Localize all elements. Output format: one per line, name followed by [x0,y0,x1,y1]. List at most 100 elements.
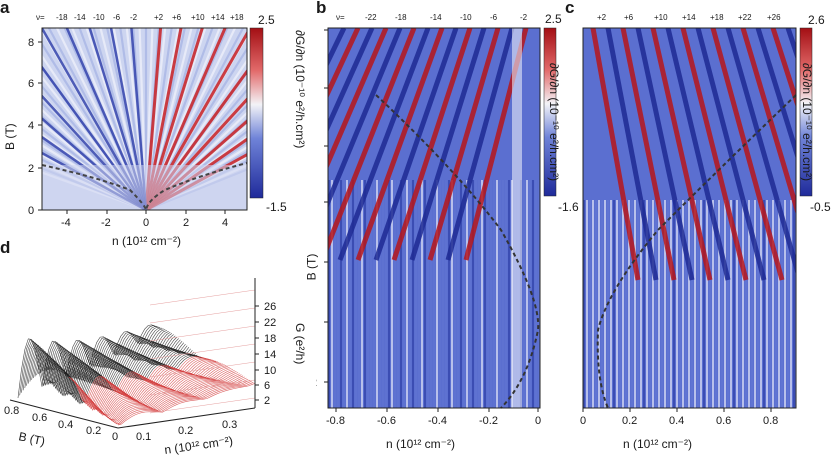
panel-b-noise-column [343,180,345,408]
panel-b-colorbar [543,27,557,197]
panel-b-noise-column [406,180,408,408]
panel-b-noise-column [403,180,405,408]
panel-c-noise-column [760,200,762,408]
panel-c-noise-column [781,200,783,408]
panel-c-xtick-label: 0.2 [622,415,637,427]
panel-b-xtick-label: -0.6 [377,415,396,427]
panel-d-ztick-label: 2 [264,395,270,407]
panel-c-noise-column [727,200,729,408]
panel-d-zlabel: G (e²/h) [293,323,307,364]
panel-c-noise-column [649,200,651,408]
panel-c-nu-label: +14 [682,13,696,22]
panel-b-noise-column [448,180,450,408]
panel-b-noise-column [478,180,480,408]
panel-a-ytick-label: 6 [28,78,34,90]
panel-b-noise-column [385,180,387,408]
panel-b-noise-column [469,180,471,408]
panel-b-noise-column [364,180,366,408]
panel-d-waterfall-trace [92,367,230,416]
panel-c-noise-column [757,200,759,408]
panel-b-nu-label: -2 [520,13,528,22]
panel-d-waterfall-trace [111,378,249,423]
panel-c-noise-column [754,200,756,408]
panel-b-noise-column [346,180,348,408]
panel-c-fan [583,28,796,408]
panel-d-waterfall-trace [48,344,186,396]
panel-c-noise-column [652,200,654,408]
panel-c-noise-column [616,200,618,408]
panel-a-ytick-label: 8 [28,37,34,49]
panel-c-noise-column [643,200,645,408]
panel-d-guide-line [149,289,256,306]
panel-c-noise-column [676,200,678,408]
panel-d-ztick-label: 6 [264,380,270,392]
panel-c-noise-column [637,200,639,408]
panel-d-waterfall-trace [83,362,222,410]
panel-c-fan-line [590,28,641,281]
panel-b-noise-column [382,180,384,408]
panel-c-noise-column [595,200,597,408]
panel-c-noise-column [739,200,741,408]
panel-d-waterfall-trace [56,350,195,400]
panel-c-noise-column [619,200,621,408]
panel-b-noise-column [421,180,423,408]
panel-a-nu-label: -18 [56,13,68,22]
panel-a-nu-label: +6 [172,13,182,22]
panel-b-xtick-label: 0 [535,415,541,427]
panel-b-xlabel: n (10¹² cm⁻²) [386,437,455,451]
panel-b-noise-column [427,180,429,408]
panel-b-noise-column [358,180,360,408]
panel-b-noise-column [508,180,510,408]
panel-c-cb-max: 2.6 [808,13,825,27]
panel-c-noise-column [718,200,720,408]
panel-c-fan-line [740,28,796,215]
panel-b-light-band [512,28,522,408]
panel-d-ntick-label: 0.2 [178,425,193,437]
panel-b-noise-column [535,180,537,408]
panel-c-nu-label: +2 [597,13,607,22]
panel-c-noise-column [667,200,669,408]
panel-b-noise-column [370,180,372,408]
panel-c-noise-column [610,200,612,408]
panel-b-noise-column [481,180,483,408]
panel-c-noise-column [613,200,615,408]
panel-a-xtick-label: 0 [143,217,149,229]
panel-c-noise-column [775,200,777,408]
panel-c-noise-column [793,200,795,408]
panel-d-waterfall-trace [104,374,242,421]
panel-d-ztick-label: 18 [264,333,276,345]
panel-a-cb-label: ∂G/∂n (10⁻¹⁰ e²/h.cm²) [293,30,307,148]
panel-c-noise-column [694,200,696,408]
panel-c-nu-label: +18 [710,13,724,22]
panel-b-nu-label: -14 [430,13,442,22]
panel-c-noise-column [724,200,726,408]
panel-c-fan-line [665,28,731,281]
panel-b-noise-column [490,180,492,408]
panel-d-waterfall-trace [80,361,218,411]
panel-d-ntick-label: 0.1 [136,431,151,443]
panel-c-noise-column [679,200,681,408]
panel-b-fan-line [328,28,417,252]
panel-a-xtick-label: -2 [101,217,111,229]
panel-b-noise-column [367,180,369,408]
panel-a-cb-max: 2.5 [258,13,275,27]
panel-c-dashed-boundary [596,94,797,409]
panel-b-noise-column [466,180,468,408]
panel-c-noise-column [601,200,603,408]
panel-c-figure: +2 +6 +10 +14 +18 +22 +26 0 0.2 0.4 0.6 0.8 n (10¹… [580,13,831,451]
panel-a-ytick-label: 2 [28,163,34,175]
panel-c-noise-column [700,200,702,408]
panel-b-noise-column [328,180,330,408]
panel-c-cb-min: -0.5 [810,200,831,214]
panel-b-noise-column [379,180,381,408]
panel-c-noise-column [769,200,771,408]
panel-letter-b: b [316,0,327,17]
panel-b-noise-column [487,180,489,408]
panel-b-noise-column [418,180,420,408]
panel-b-nu-label: -6 [490,13,498,22]
panel-b-noise-column [334,180,336,408]
panel-letter-d: d [0,238,11,257]
panel-c-noise-column [778,200,780,408]
panel-c-xtick-label: 0 [580,415,586,427]
panel-b-fan-line [328,28,375,133]
